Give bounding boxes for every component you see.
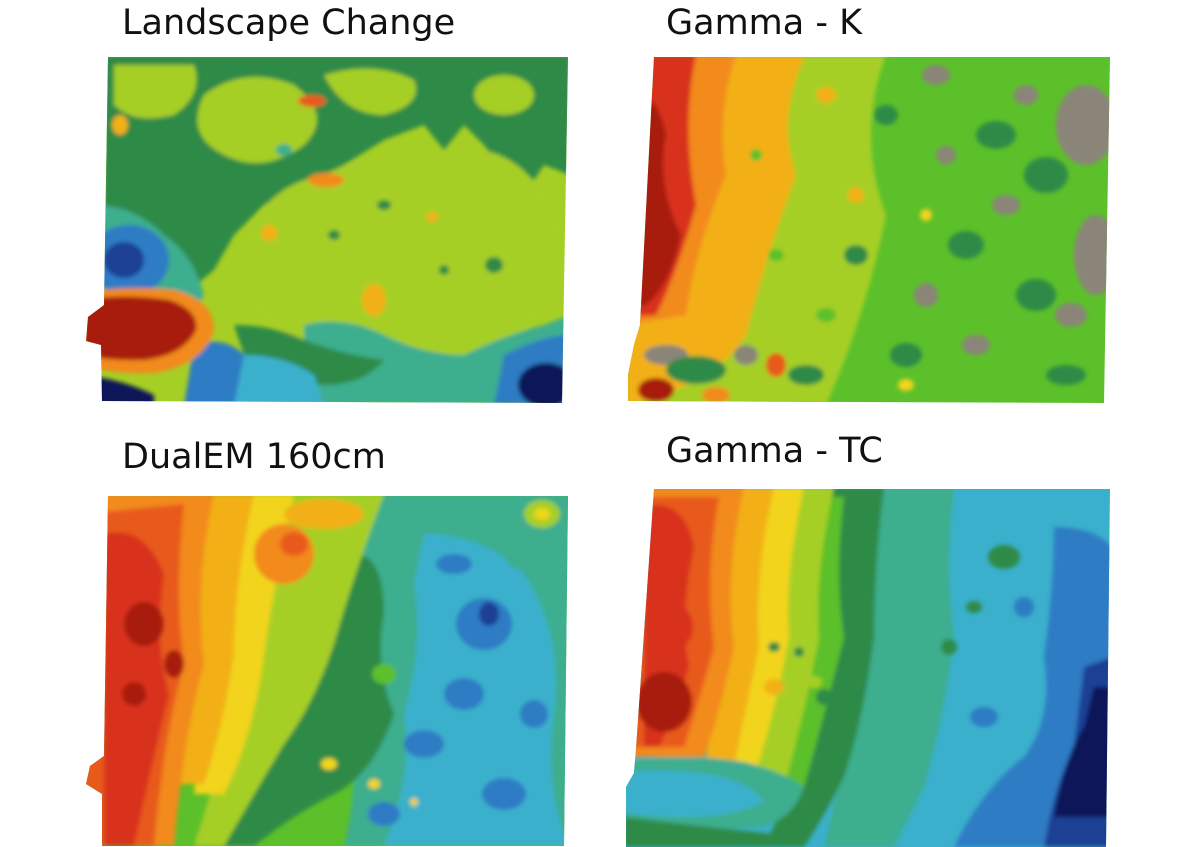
map-region-dark-green	[485, 257, 503, 273]
map-region-dark-green	[439, 265, 449, 275]
map-region-dark-green	[788, 365, 824, 385]
map-region-blue	[970, 707, 998, 727]
map-region-dark-green	[214, 554, 394, 846]
map-region-amber	[848, 187, 864, 203]
map-region-gray	[962, 335, 990, 355]
map-region-dark-green	[948, 231, 984, 259]
map-region-dark-red	[124, 602, 164, 646]
map-region-dark-red	[636, 672, 692, 732]
map-region-orange	[308, 173, 344, 187]
map-region-dark-green	[328, 230, 340, 240]
landscape-change-map	[86, 57, 568, 403]
map-region-yellow-green	[806, 676, 822, 688]
map-region-blue	[1014, 597, 1034, 617]
map-region-teal	[904, 589, 924, 605]
map-region-red-orange	[280, 532, 308, 556]
panel-title: Gamma - K	[666, 3, 863, 43]
map-region-dark-green	[844, 245, 868, 265]
map-region-dark-green	[816, 689, 832, 705]
panel-title: DualEM 160cm	[122, 437, 386, 477]
map-region-blue	[482, 778, 526, 810]
map-region-yellow	[410, 798, 418, 806]
gamma-k-map	[628, 57, 1110, 403]
map-region-blue	[368, 802, 400, 826]
map-region-red-orange	[298, 95, 326, 107]
map-region-dark-blue	[479, 602, 499, 626]
map-region-dark-red	[164, 650, 184, 678]
map-region-red-orange	[766, 353, 786, 377]
map-region-yellow-green	[114, 65, 197, 119]
map-region-dark-green	[941, 639, 957, 655]
map-region-orange	[702, 387, 730, 403]
map-region-teal	[504, 538, 544, 570]
map-region-green	[750, 149, 762, 161]
map-region-yellow-green	[544, 175, 564, 235]
map-region-navy	[1054, 687, 1110, 817]
map-region-dark-green	[666, 356, 726, 384]
map-region-gray	[914, 283, 938, 307]
map-region-amber	[284, 499, 364, 529]
map-region-dark-green	[988, 545, 1020, 569]
map-region-gray	[936, 146, 956, 164]
map-region-gray	[922, 65, 950, 85]
map-region-dark-green	[794, 647, 804, 657]
map-region-dark-green	[377, 200, 391, 210]
map-region-dark-blue	[104, 242, 144, 278]
map-region-green	[816, 308, 836, 322]
map-region-yellow-green	[197, 77, 317, 163]
map-region-dark-green	[966, 601, 982, 613]
panel-title: Gamma - TC	[666, 431, 883, 471]
map-region-blue	[404, 730, 444, 758]
map-region-amber	[261, 225, 277, 241]
map-region-blue	[184, 341, 248, 403]
map-region-yellow	[534, 508, 550, 520]
map-region-amber	[816, 87, 836, 103]
dualem-160cm-map	[86, 496, 568, 846]
map-region-yellow-green	[324, 68, 416, 115]
map-region-blue	[444, 678, 484, 710]
map-region-gray	[1014, 85, 1038, 105]
map-region-gray	[1056, 85, 1110, 165]
map-region-red	[665, 607, 693, 647]
map-region-gray	[734, 345, 758, 365]
map-region-dark-green	[626, 817, 804, 847]
map-region-teal	[276, 144, 292, 156]
map-region-green	[372, 664, 396, 684]
map-region-dark-red	[86, 296, 197, 361]
map-region-dark-green	[890, 343, 922, 367]
map-region-yellow-green	[244, 150, 554, 365]
map-region-yellow	[368, 779, 380, 789]
map-region-yellow-green	[474, 75, 534, 115]
map-region-dark-green	[768, 642, 780, 652]
map-region-yellow	[898, 379, 914, 391]
map-region-gray	[992, 195, 1020, 215]
map-region-dark-green	[976, 121, 1016, 149]
map-region-blue	[436, 554, 472, 574]
map-region-green	[768, 249, 784, 261]
map-region-dark-green	[1046, 365, 1086, 385]
panel-title: Landscape Change	[122, 3, 456, 43]
map-region-yellow	[920, 209, 932, 221]
map-region-amber	[764, 679, 784, 695]
map-region-cyan-blue	[234, 355, 324, 403]
gamma-tc-map	[626, 489, 1110, 847]
map-region-amber	[112, 115, 128, 135]
map-region-gray	[1055, 303, 1087, 327]
map-region-dark-green	[537, 65, 561, 165]
map-region-dark-green	[1024, 157, 1068, 193]
map-region-orange	[254, 524, 314, 584]
map-region-amber	[426, 212, 438, 222]
map-region-dark-red	[638, 378, 674, 402]
map-region-dark-green	[1016, 279, 1056, 311]
map-region-yellow	[321, 758, 337, 770]
map-region-yellow-green	[194, 496, 384, 846]
map-region-cyan-blue	[626, 770, 764, 817]
map-region-gray	[1074, 215, 1110, 295]
map-region-amber	[362, 284, 386, 316]
map-region-dark-green	[874, 105, 898, 125]
map-region-dark-red	[122, 682, 146, 706]
map-region-navy	[518, 363, 568, 403]
map-region-blue	[520, 700, 548, 728]
